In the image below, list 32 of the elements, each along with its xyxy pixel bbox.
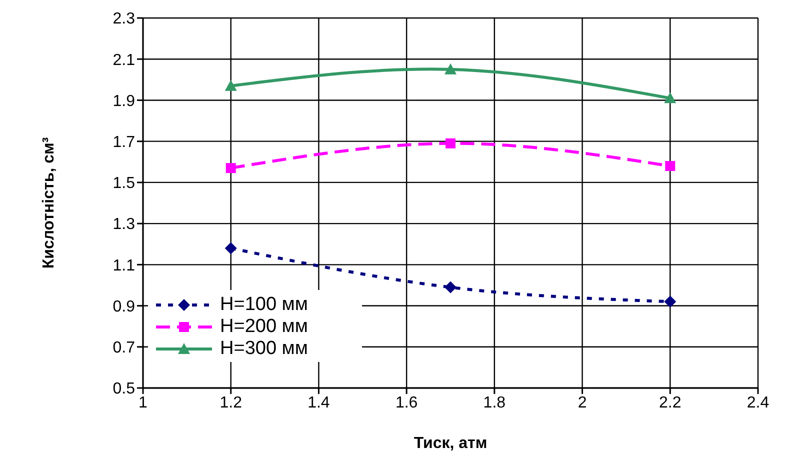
legend-label: H=200 мм (220, 316, 308, 338)
point (224, 80, 237, 91)
x-tick-label: 1.6 (395, 394, 418, 412)
y-tick-label: 0.9 (112, 298, 136, 316)
point (664, 92, 676, 104)
x-tick-label: 2.4 (746, 394, 770, 412)
y-axis-title: Кислотність, см³ (40, 137, 58, 269)
y-tick-label: 2.3 (112, 10, 136, 28)
point (444, 63, 456, 74)
x-tick-label: 1.4 (308, 394, 330, 412)
x-tick-label: 2.2 (659, 394, 682, 412)
y-tick-label: 1.1 (112, 257, 136, 274)
point (224, 242, 237, 254)
y-tick-label: 1.5 (112, 175, 136, 192)
point (444, 281, 456, 294)
y-tick-label: 0.7 (112, 340, 136, 357)
x-tick-label: 1 (138, 394, 148, 412)
point (665, 161, 676, 171)
x-axis-title: Тиск, атм (414, 435, 488, 452)
x-tick-label: 1.8 (483, 394, 506, 412)
x-tick-label: 1.2 (220, 394, 242, 412)
point (446, 138, 456, 148)
y-tick-label: 2.1 (112, 52, 136, 69)
y-tick-label: 1.9 (112, 92, 136, 110)
y-tick-label: 1.3 (112, 216, 136, 234)
x-tick-label: 2 (578, 394, 587, 412)
point (226, 163, 236, 174)
y-tick-label: 0.5 (112, 380, 136, 398)
point (664, 296, 676, 308)
legend-label: H=300 мм (220, 338, 308, 360)
legend-label: H=100 мм (220, 294, 308, 316)
y-tick-label: 1.7 (112, 134, 136, 152)
